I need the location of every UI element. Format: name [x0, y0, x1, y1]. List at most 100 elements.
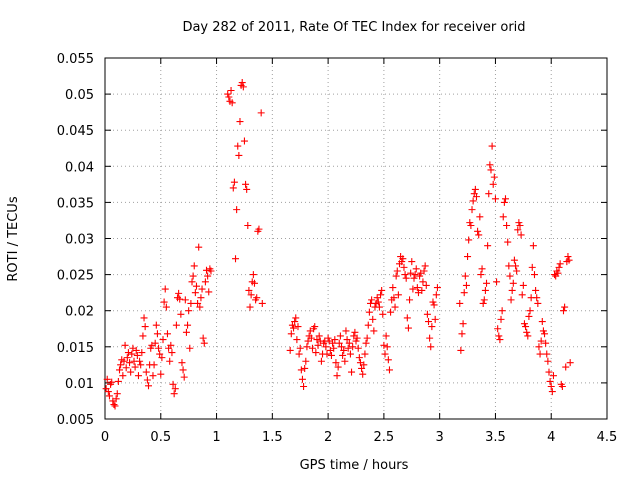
data-point: [153, 330, 161, 338]
data-point: [542, 339, 550, 347]
data-point: [312, 349, 320, 357]
x-tick-label: 0.5: [150, 430, 171, 445]
data-points: [102, 79, 574, 410]
data-point: [344, 344, 352, 352]
data-point: [330, 344, 338, 352]
data-point: [243, 185, 251, 193]
y-tick-label: 0.05: [65, 88, 94, 103]
data-point: [505, 262, 513, 270]
data-point: [303, 343, 311, 351]
data-point: [233, 206, 241, 214]
data-point: [402, 274, 410, 282]
data-point: [533, 294, 541, 302]
data-point: [122, 364, 130, 372]
data-point: [495, 332, 503, 340]
data-point: [461, 272, 469, 280]
data-point: [479, 299, 487, 307]
data-point: [296, 344, 304, 352]
tick-labels: 0 0.5 1 1.5 2 2.5 3 3.5 4 4.5 0.005 0.01 0.015 0.02 0.…: [57, 52, 618, 445]
data-point: [190, 262, 198, 270]
data-point: [246, 303, 254, 311]
data-point: [501, 195, 509, 203]
data-point: [127, 368, 135, 376]
data-point: [348, 368, 356, 376]
data-point: [133, 351, 141, 359]
data-point: [163, 330, 171, 338]
data-point: [548, 388, 556, 396]
data-point: [418, 286, 426, 294]
data-point: [301, 364, 309, 372]
data-point: [477, 271, 485, 279]
data-point: [545, 368, 553, 376]
data-point: [170, 390, 178, 398]
data-point: [149, 372, 157, 380]
data-point: [369, 315, 377, 323]
data-point: [471, 185, 479, 193]
data-point: [389, 284, 397, 292]
data-point: [383, 343, 391, 351]
data-point: [459, 320, 467, 328]
data-point: [391, 303, 399, 311]
data-point: [409, 285, 417, 293]
data-point: [422, 281, 430, 289]
data-point: [432, 291, 440, 299]
y-tick-label: 0.04: [65, 160, 94, 175]
data-point: [360, 361, 368, 369]
data-point: [503, 222, 511, 230]
data-point: [224, 90, 232, 98]
data-point: [200, 339, 208, 347]
data-point: [172, 321, 180, 329]
data-point: [345, 339, 353, 347]
data-point: [509, 279, 517, 287]
data-point: [334, 363, 342, 371]
tick-layer: [104, 57, 608, 420]
data-point: [551, 271, 559, 279]
x-tick-label: 3: [436, 430, 444, 445]
data-point: [528, 263, 536, 271]
data-point: [485, 190, 493, 198]
data-point: [430, 301, 438, 309]
data-point: [181, 296, 189, 304]
data-point: [128, 350, 136, 358]
data-point: [353, 334, 361, 342]
data-point: [390, 294, 398, 302]
data-point: [327, 351, 335, 359]
data-point: [411, 271, 419, 279]
data-point: [340, 346, 348, 354]
y-tick-label: 0.005: [57, 413, 94, 428]
data-point: [399, 255, 407, 263]
data-point: [355, 354, 363, 362]
data-point: [238, 79, 246, 87]
data-point: [155, 344, 163, 352]
data-point: [535, 343, 543, 351]
data-point: [496, 336, 504, 344]
data-point: [317, 357, 325, 365]
data-point: [324, 334, 332, 342]
data-point: [160, 298, 168, 306]
data-point: [189, 272, 197, 280]
data-point: [517, 231, 525, 239]
data-point: [201, 278, 209, 286]
data-point: [500, 198, 508, 206]
data-point: [559, 307, 567, 315]
data-point: [384, 356, 392, 364]
data-point: [427, 343, 435, 351]
data-point: [375, 303, 383, 311]
data-point: [379, 310, 387, 318]
data-point: [524, 332, 532, 340]
x-axis-label: GPS time / hours: [300, 458, 409, 473]
data-point: [513, 267, 521, 275]
data-point: [143, 376, 151, 384]
data-point: [423, 310, 431, 318]
data-point: [188, 278, 196, 286]
data-point: [240, 137, 248, 145]
data-point: [304, 337, 312, 345]
data-point: [377, 291, 385, 299]
data-point: [175, 289, 183, 297]
data-point: [110, 401, 118, 409]
data-point: [171, 385, 179, 393]
data-point: [207, 267, 215, 275]
data-point: [176, 295, 184, 303]
x-tick-label: 1.5: [262, 430, 283, 445]
data-point: [105, 392, 113, 400]
